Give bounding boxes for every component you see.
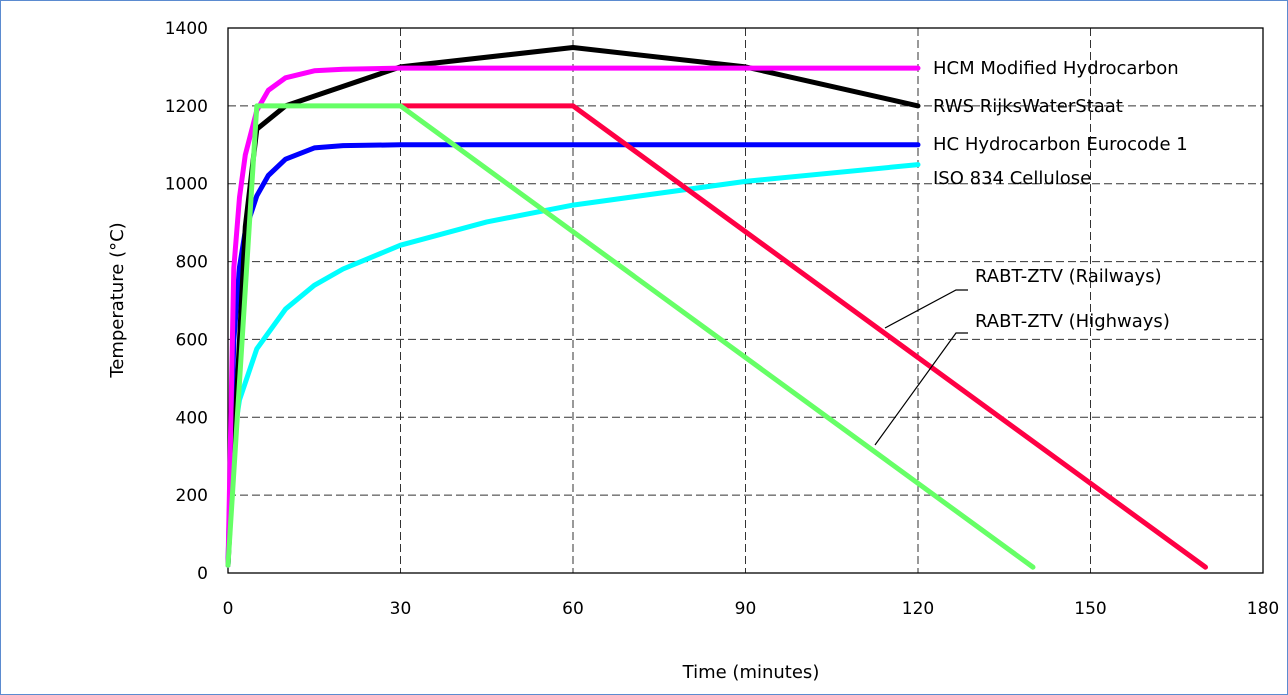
y-tick-label: 0 <box>197 564 208 584</box>
x-tick-label: 120 <box>902 599 934 619</box>
x-tick-label: 90 <box>735 599 757 619</box>
axes <box>227 27 1264 574</box>
leader-line-highways <box>874 332 968 446</box>
y-tick-label: 1000 <box>165 175 208 195</box>
x-tick-label: 30 <box>390 599 412 619</box>
x-tick-label: 60 <box>562 599 584 619</box>
y-tick-label: 1200 <box>165 97 208 117</box>
leader-line-railways <box>884 289 968 329</box>
y-tick-label: 400 <box>176 408 208 428</box>
series-line <box>225 142 921 568</box>
annotations: HCM Modified Hydrocarbon RWS RijksWaterSt… <box>933 58 1188 332</box>
tick-labels: 0 30 60 90 120 150 180 0 200 400 600 800 1000 1200 140… <box>165 19 1279 619</box>
series-annotation: RABT-ZTV (Highways) <box>975 311 1170 332</box>
plot-area-border <box>227 27 1264 574</box>
y-tick-label: 600 <box>176 330 208 350</box>
series-annotation: HC Hydrocarbon Eurocode 1 <box>933 134 1188 155</box>
series-line <box>398 103 1208 570</box>
y-tick-label: 800 <box>176 253 208 273</box>
series-annotation: HCM Modified Hydrocarbon <box>933 58 1179 79</box>
annotation-leaders <box>874 289 968 446</box>
y-tick-label: 1400 <box>165 19 208 39</box>
x-axis-label: Time (minutes) <box>682 662 820 683</box>
series-line <box>225 45 921 568</box>
y-tick-label: 200 <box>176 486 208 506</box>
series-lines <box>225 45 1208 570</box>
series-annotation: ISO 834 Cellulose <box>933 168 1091 189</box>
x-tick-label: 0 <box>223 599 234 619</box>
y-axis-label: Temperature (°C) <box>107 222 128 378</box>
series-line <box>225 65 921 568</box>
x-tick-label: 150 <box>1074 599 1106 619</box>
x-tick-label: 180 <box>1247 599 1279 619</box>
series-annotation: RWS RijksWaterStaat <box>933 96 1123 117</box>
series-line <box>225 103 1036 570</box>
series-annotation: RABT-ZTV (Railways) <box>975 266 1162 287</box>
